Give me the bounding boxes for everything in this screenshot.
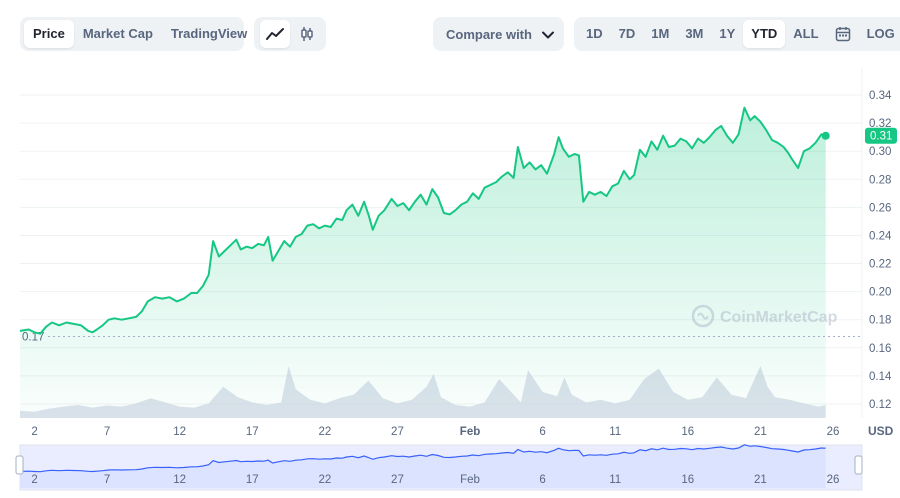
navigator-left-handle[interactable] [15,455,24,475]
coinmarketcap-logo: CoinMarketCap [691,304,838,328]
navigator-right-handle[interactable] [854,455,863,475]
line-chart-icon[interactable] [259,20,290,48]
open-price-label: 0.17 [22,332,44,344]
x-tick-label: 12 [173,426,186,438]
chart-toolbar: Price Market Cap TradingView Compare wit… [0,0,900,68]
y-tick-label: 0.20 [869,287,891,299]
x-tick-label: Feb [460,426,480,438]
current-price-dot [821,131,830,140]
calendar-icon[interactable] [827,20,859,48]
navigator-tick-label: 7 [104,474,110,486]
time-range-tabs: 1D 7D 1M 3M 1Y YTD ALL LOG [574,17,900,51]
range-ytd[interactable]: YTD [743,20,786,48]
navigator-tick-label: 11 [609,474,621,486]
chart-type-toggle [254,17,326,51]
navigator-tick-label: 21 [754,474,767,486]
x-tick-label: 6 [539,426,545,438]
y-tick-label: 0.16 [869,343,891,355]
y-axis: 0.34 0.32 0.30 0.28 0.26 0.24 0.22 0.20 0.18 0.16… [869,90,892,411]
log-scale-toggle[interactable]: LOG [866,26,895,41]
currency-label: USD [868,424,894,438]
x-tick-label: 11 [609,426,621,438]
range-1d[interactable]: 1D [586,26,603,41]
navigator-ticks: 2 7 12 17 22 27 Feb 6 11 16 21 26 [31,474,839,486]
navigator-tick-label: 2 [31,474,37,486]
x-axis: 2 7 12 17 22 27 Feb 6 11 16 21 26 [31,426,839,438]
navigator-tick-label: 26 [827,474,840,486]
range-1m[interactable]: 1M [651,26,670,41]
navigator-tick-label: 17 [246,474,259,486]
navigator-tick-label: 6 [539,474,545,486]
tab-market-cap[interactable]: Market Cap [82,26,153,41]
navigator-line [19,444,826,473]
navigator-tick-label: 27 [391,474,404,486]
range-3m[interactable]: 3M [685,26,704,41]
navigator-tick-label: Feb [460,474,480,486]
x-tick-label: 22 [318,426,331,438]
navigator-area [20,444,826,488]
navigator-tick-label: 12 [173,474,186,486]
y-tick-label: 0.34 [869,90,892,102]
range-7d[interactable]: 7D [618,26,636,41]
y-tick-label: 0.22 [869,259,891,271]
y-tick-label: 0.30 [869,146,891,158]
view-tabs: Price Market Cap TradingView [20,17,247,51]
navigator[interactable]: 2 7 12 17 22 27 Feb 6 11 16 21 26 [15,444,863,491]
price-chart[interactable]: 0.17 CoinMarketCap 0.340.320.300.280.260… [0,68,900,498]
x-tick-label: 17 [246,426,259,438]
tab-price[interactable]: Price [24,20,74,48]
chevron-down-icon [542,27,554,42]
navigator-tick-label: 22 [318,474,331,486]
y-tick-label: 0.24 [869,230,892,242]
compare-label: Compare with [446,26,532,42]
current-price-badge: 0.31 [865,127,897,144]
price-line [19,106,827,335]
y-tick-label: 0.14 [869,371,892,383]
x-tick-label: 16 [681,426,694,438]
x-tick-label: 7 [104,426,110,438]
current-price-label: 0.31 [870,131,892,143]
y-tick-label: 0.32 [869,118,891,130]
price-area-fill [20,107,826,418]
navigator-tick-label: 16 [681,474,694,486]
candlestick-icon[interactable] [293,20,321,48]
x-tick-label: 2 [31,426,37,438]
range-1y[interactable]: 1Y [719,26,736,41]
watermark-text: CoinMarketCap [720,309,838,326]
y-tick-label: 0.12 [869,399,891,411]
range-all[interactable]: ALL [793,26,819,41]
compare-with-dropdown[interactable]: Compare with [433,17,564,51]
y-tick-label: 0.18 [869,315,891,327]
x-tick-label: 26 [827,426,840,438]
y-tick-label: 0.26 [869,202,891,214]
tab-tradingview[interactable]: TradingView [170,26,248,41]
x-tick-label: 27 [391,426,404,438]
x-tick-label: 21 [754,426,767,438]
y-tick-label: 0.28 [869,174,891,186]
